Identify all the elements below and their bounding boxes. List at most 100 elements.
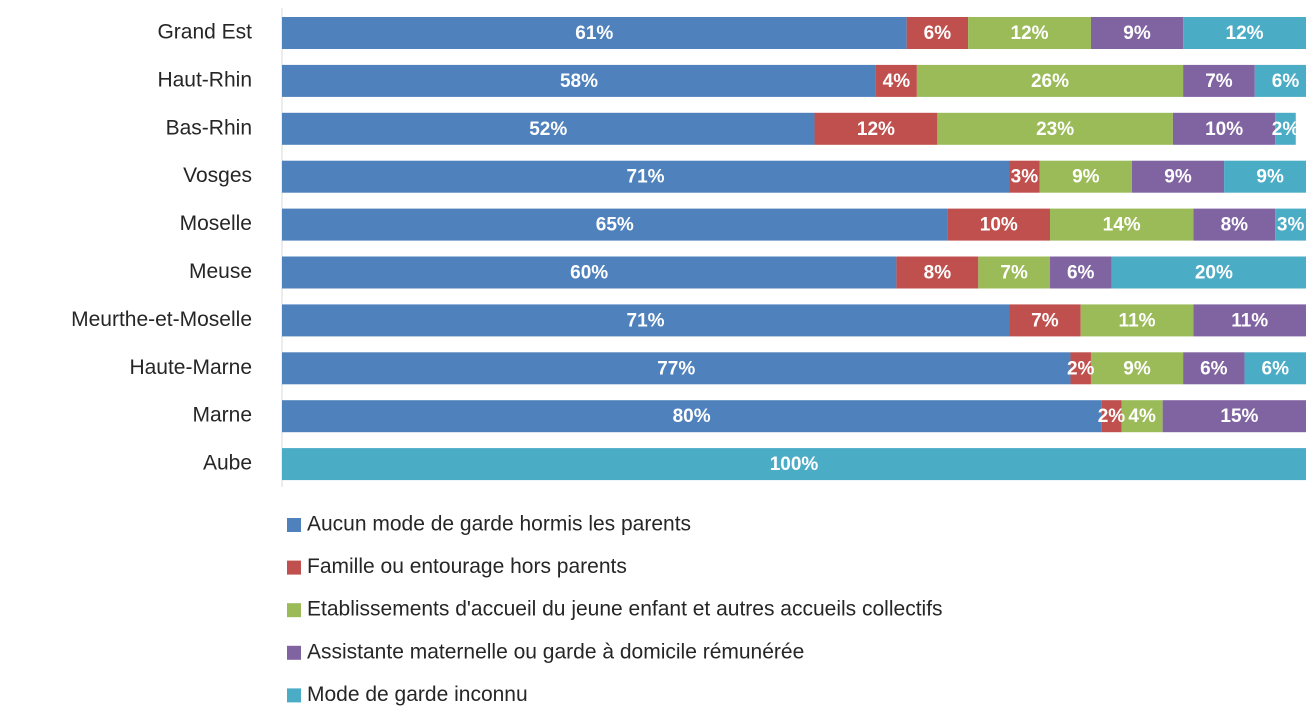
data-label: 71% (627, 167, 665, 188)
bar-segment (1183, 64, 1255, 97)
bar-segment (1254, 64, 1306, 97)
data-label: 77% (657, 358, 695, 379)
bar-segment (1193, 304, 1306, 337)
bar-segment (1131, 160, 1225, 193)
data-label: 6% (924, 23, 952, 44)
y-tick-label: Bas-Rhin (166, 116, 252, 139)
data-label: 6% (1067, 263, 1095, 284)
bar-segment (282, 17, 907, 49)
bar-segment (1121, 400, 1163, 433)
bar-segment (282, 112, 815, 145)
y-tick-label: Aube (203, 452, 252, 475)
data-label: 4% (1128, 406, 1156, 427)
data-label: 12% (1011, 23, 1049, 44)
legend-label: Famille ou entourage hors parents (307, 555, 627, 578)
bar-segment (1090, 352, 1184, 385)
data-label: 14% (1103, 215, 1141, 236)
bar-segment (947, 208, 1050, 241)
data-label: 10% (980, 215, 1018, 236)
y-tick-label: Haut-Rhin (157, 68, 252, 91)
bar-segment (282, 352, 1071, 385)
data-label: 9% (1256, 167, 1284, 188)
bar-segment (282, 400, 1102, 433)
y-tick-label: Meuse (189, 260, 252, 283)
data-label: 2% (1098, 406, 1126, 427)
y-tick-label: Haute-Marne (129, 356, 252, 379)
y-tick-label: Moselle (180, 212, 252, 235)
bar-segment (1039, 160, 1132, 193)
legend-swatch (287, 560, 301, 575)
bar-segment (1009, 304, 1081, 337)
data-label: 12% (857, 119, 895, 140)
bar-segment (282, 64, 876, 97)
bar-segment (906, 17, 969, 49)
bar-segment (1090, 17, 1184, 49)
data-label: 80% (673, 406, 711, 427)
data-label: 100% (770, 454, 819, 475)
data-label: 6% (1200, 358, 1228, 379)
data-label: 8% (1221, 215, 1249, 236)
data-label: 7% (1000, 263, 1028, 284)
bar-segment (1050, 256, 1112, 289)
y-tick-label: Grand Est (157, 21, 252, 44)
data-label: 20% (1195, 263, 1233, 284)
data-label: 8% (924, 263, 952, 284)
bar-segment (1162, 400, 1306, 433)
y-tick-label: Vosges (183, 164, 252, 187)
data-label: 9% (1123, 23, 1151, 44)
bar-segment (916, 64, 1184, 97)
bar-segment (282, 448, 1306, 481)
legend-label: Etablissements d'accueil du jeune enfant… (307, 598, 943, 621)
bar-segment (896, 256, 979, 289)
bar-segment (282, 256, 897, 289)
data-label: 10% (1205, 119, 1243, 140)
bar-segment (1183, 352, 1245, 385)
data-label: 65% (596, 215, 634, 236)
bar-segment (1275, 112, 1296, 145)
y-tick-label: Meurthe-et-Moselle (71, 308, 252, 331)
bar-segment (1275, 208, 1306, 241)
bar-segment (282, 304, 1010, 337)
bar-segment (814, 112, 938, 145)
legend-swatch (287, 688, 301, 703)
data-label: 9% (1123, 358, 1151, 379)
data-label: 61% (575, 23, 613, 44)
bar-segment (282, 208, 948, 241)
data-label: 11% (1231, 310, 1268, 331)
y-tick-label: Marne (192, 404, 252, 427)
legend-swatch (287, 518, 301, 532)
data-label: 6% (1262, 358, 1290, 379)
bar-segment (937, 112, 1173, 145)
bar-segment (1172, 112, 1276, 145)
data-label: 11% (1119, 310, 1156, 331)
bar-segment (1101, 400, 1122, 433)
bar-segment (875, 64, 917, 97)
data-label: 7% (1031, 310, 1059, 331)
bar-segment (282, 160, 1010, 193)
bar-segment (1080, 304, 1194, 337)
bar-segment (1009, 160, 1040, 193)
data-label: 6% (1272, 71, 1300, 92)
legend-swatch (287, 645, 301, 660)
data-label: 58% (560, 71, 598, 92)
data-label: 12% (1226, 23, 1264, 44)
bar-segment (1070, 352, 1091, 385)
bar-segment (968, 17, 1091, 49)
bar-segment (1050, 208, 1194, 241)
data-label: 3% (1011, 167, 1039, 188)
legend-swatch (287, 603, 301, 618)
data-label: 60% (570, 263, 608, 284)
bar-segment (1193, 208, 1276, 241)
bar-segment (1244, 352, 1306, 385)
legend-label: Aucun mode de garde hormis les parents (307, 513, 691, 536)
data-label: 15% (1220, 406, 1258, 427)
data-label: 7% (1205, 71, 1233, 92)
legend-label: Assistante maternelle ou garde à domicil… (307, 640, 804, 663)
data-label: 9% (1072, 167, 1100, 188)
bar-segment (978, 256, 1050, 289)
data-label: 23% (1036, 119, 1074, 140)
bar-segment (1183, 17, 1306, 49)
legend-label: Mode de garde inconnu (307, 683, 528, 706)
data-label: 52% (529, 119, 567, 140)
